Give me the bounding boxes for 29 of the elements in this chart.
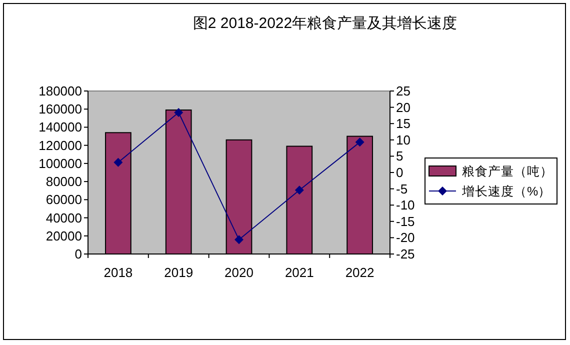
ytick: 20000	[46, 228, 82, 244]
y2tick: -25	[396, 246, 415, 262]
y2tick: 0	[396, 165, 404, 180]
ytick: 60000	[46, 192, 82, 208]
xtick: 2021	[284, 265, 314, 280]
y2tick: 10	[396, 132, 410, 148]
ytick: 120000	[38, 138, 82, 153]
ytick: 160000	[38, 102, 82, 117]
xtick: 2022	[345, 265, 374, 280]
xtick: 2018	[104, 265, 133, 280]
y2tick: -15	[396, 214, 415, 229]
ytick: 100000	[38, 156, 82, 171]
title: 图2 2018-2022年粮食产量及其增长速度	[192, 15, 458, 32]
ytick: 40000	[46, 210, 82, 226]
ytick: 0	[74, 246, 82, 262]
y2tick: 15	[396, 116, 410, 132]
y2tick: 5	[396, 148, 404, 164]
legend-label: 增长速度（%）	[462, 184, 552, 198]
y2tick: -5	[396, 181, 408, 196]
ytick: 140000	[38, 120, 82, 135]
y2tick: -20	[396, 230, 415, 246]
ytick: 80000	[46, 174, 82, 190]
y2tick: 20	[396, 100, 410, 115]
y2tick: 25	[396, 84, 410, 98]
xtick: 2019	[164, 265, 194, 280]
legend-label: 粮食产量（吨）	[462, 164, 553, 178]
ytick: 180000	[38, 84, 82, 98]
y2tick: -10	[396, 198, 415, 213]
xtick: 2020	[224, 265, 254, 280]
